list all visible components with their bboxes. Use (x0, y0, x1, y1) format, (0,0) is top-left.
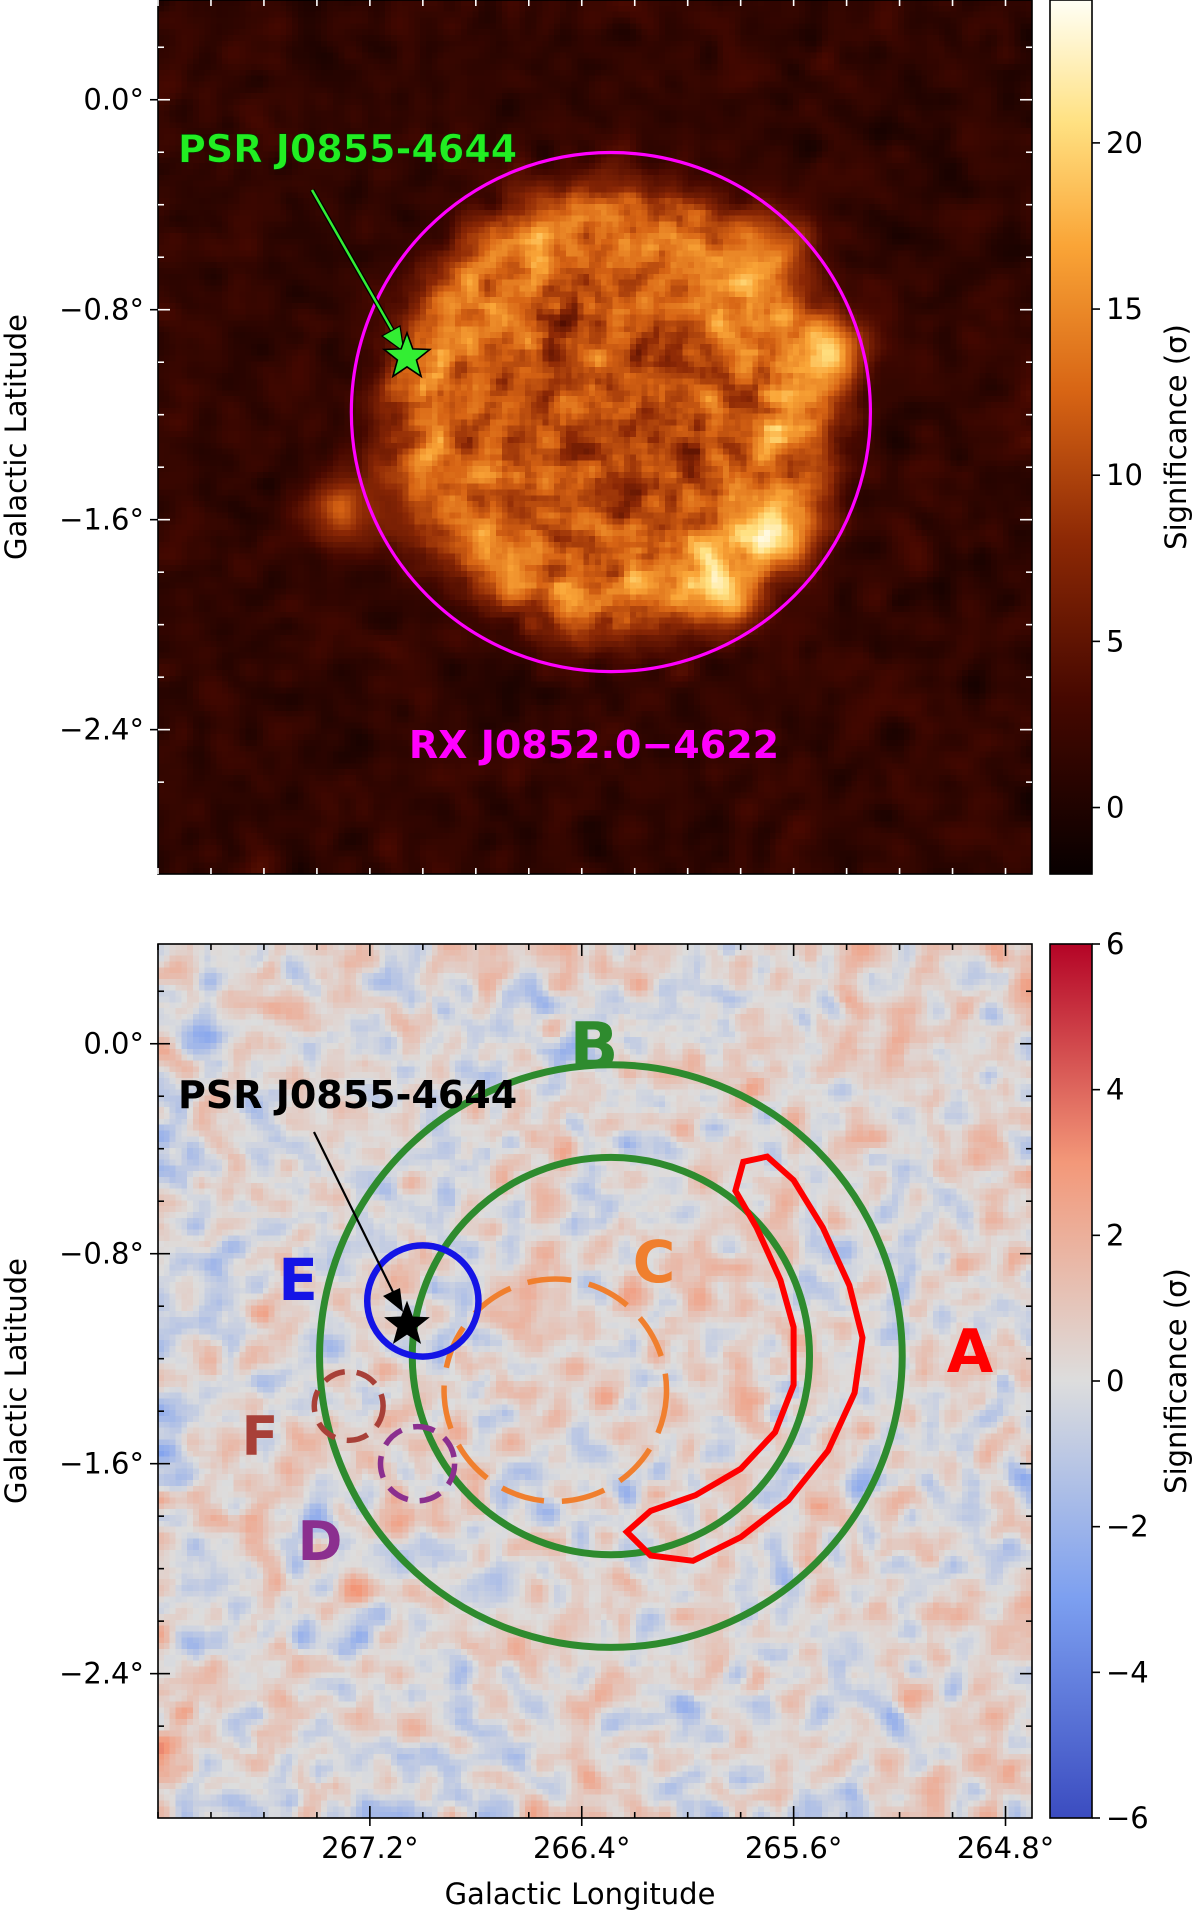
x-tick-label: 264.8° (957, 1831, 1055, 1865)
colorbar-tick-label: 0 (1106, 1364, 1124, 1398)
region-c-label: C (633, 1228, 676, 1296)
x-tick-label: 267.2° (321, 1831, 419, 1865)
bottom-psr-arrow-shaft (313, 1131, 395, 1295)
bottom-significance-map (158, 944, 1032, 1818)
bottom-heatmap (158, 944, 1032, 1818)
bottom-axis-ticks (157, 944, 1032, 1818)
y-tick-label: −2.4° (59, 713, 144, 747)
top-psr-arrow (309, 188, 405, 354)
y-tick-label: −0.8° (59, 293, 144, 327)
bottom-psr-star-marker (384, 1300, 430, 1344)
top-y-axis-label: Galactic Latitude (0, 314, 33, 560)
rx-j0852-circle (349, 150, 873, 674)
region-f-circle (311, 1368, 386, 1444)
bottom-psr-label: PSR J0855-4644 (178, 1073, 517, 1117)
top-colorbar-ticks: 0 5 10 15 20 (1092, 126, 1143, 825)
region-e-circle (363, 1242, 482, 1360)
region-c-circle (441, 1276, 670, 1505)
region-d-label: D (298, 1510, 343, 1573)
top-colorbar-gradient (1050, 0, 1092, 874)
bottom-panel: 0.0°−0.8°−1.6°−2.4° 267.2° 266.4° 265.6° 26… (0, 927, 1193, 1911)
colorbar-tick-label: 5 (1106, 624, 1124, 658)
x-tick-label: 265.6° (745, 1831, 843, 1865)
bottom-y-tick-labels: 0.0° −0.8° −1.6° −2.4° (59, 1027, 158, 1691)
colorbar-tick-label: 6 (1106, 927, 1124, 961)
top-significance-map (158, 0, 1032, 874)
bottom-colorbar-label: Significance (σ) (1159, 1268, 1193, 1494)
y-tick-label: 0.0° (83, 83, 144, 117)
colorbar-tick-label: 20 (1106, 126, 1143, 160)
region-b-outer-circle (316, 1061, 906, 1651)
top-axis-ticks (157, 0, 1032, 874)
colorbar-tick-label: 10 (1106, 458, 1143, 492)
bottom-overlays (311, 1061, 906, 1651)
region-b-label: B (570, 1010, 619, 1084)
top-psr-star-marker (381, 330, 433, 379)
bottom-colorbar: 6 4 2 0 −2 −4 −6 Significance (σ) (1049, 927, 1193, 1835)
y-tick-label: −1.6° (59, 1447, 144, 1481)
colorbar-tick-label: 4 (1106, 1073, 1124, 1107)
region-d-circle (377, 1423, 458, 1504)
x-tick-label: 266.4° (533, 1831, 631, 1865)
colorbar-tick-label: 2 (1106, 1218, 1124, 1252)
top-colorbar: 0 5 10 15 20 Significance (σ) (1049, 0, 1193, 875)
colorbar-tick-label: −4 (1106, 1655, 1149, 1689)
bottom-colorbar-gradient (1050, 944, 1092, 1818)
colorbar-tick-label: −6 (1106, 1801, 1149, 1835)
bottom-y-axis-label: Galactic Latitude (0, 1258, 33, 1504)
top-y-tick-labels: 0.0° −0.8° −1.6° −2.4° (59, 83, 158, 747)
bottom-colorbar-ticks: 6 4 2 0 −2 −4 −6 (1092, 927, 1149, 1835)
bottom-plot-frame (157, 943, 1033, 1819)
y-tick-label: −2.4° (59, 1657, 144, 1691)
top-psr-arrow-head (380, 325, 405, 354)
top-panel: 0.0° −0.8° −1.6° −2.4° Galactic Latitude 0 5… (0, 0, 1193, 875)
region-f-label: F (242, 1405, 279, 1468)
colorbar-tick-label: −2 (1106, 1510, 1149, 1544)
bottom-x-tick-labels: 267.2° 266.4° 265.6° 264.8° (321, 1818, 1054, 1865)
bottom-x-axis-label: Galactic Longitude (445, 1877, 716, 1911)
top-psr-label: PSR J0855-4644 (178, 127, 517, 171)
colorbar-tick-label: 0 (1106, 791, 1124, 825)
region-e-label: E (278, 1246, 318, 1314)
top-overlays (309, 150, 873, 674)
region-a-contour (622, 1153, 866, 1564)
region-a-label: A (947, 1317, 994, 1387)
top-heatmap (158, 0, 1032, 874)
bottom-psr-arrow-head (383, 1288, 403, 1312)
top-colorbar-frame (1049, 0, 1093, 875)
top-rx-label: RX J0852.0−4622 (409, 723, 779, 767)
y-tick-label: 0.0° (83, 1027, 144, 1061)
top-psr-arrow-shaft (310, 189, 397, 336)
colorbar-tick-label: 15 (1106, 292, 1143, 326)
y-tick-label: −1.6° (59, 503, 144, 537)
top-plot-frame (157, 0, 1033, 875)
top-colorbar-label: Significance (σ) (1159, 324, 1193, 550)
y-tick-label: −0.8° (59, 1237, 144, 1271)
